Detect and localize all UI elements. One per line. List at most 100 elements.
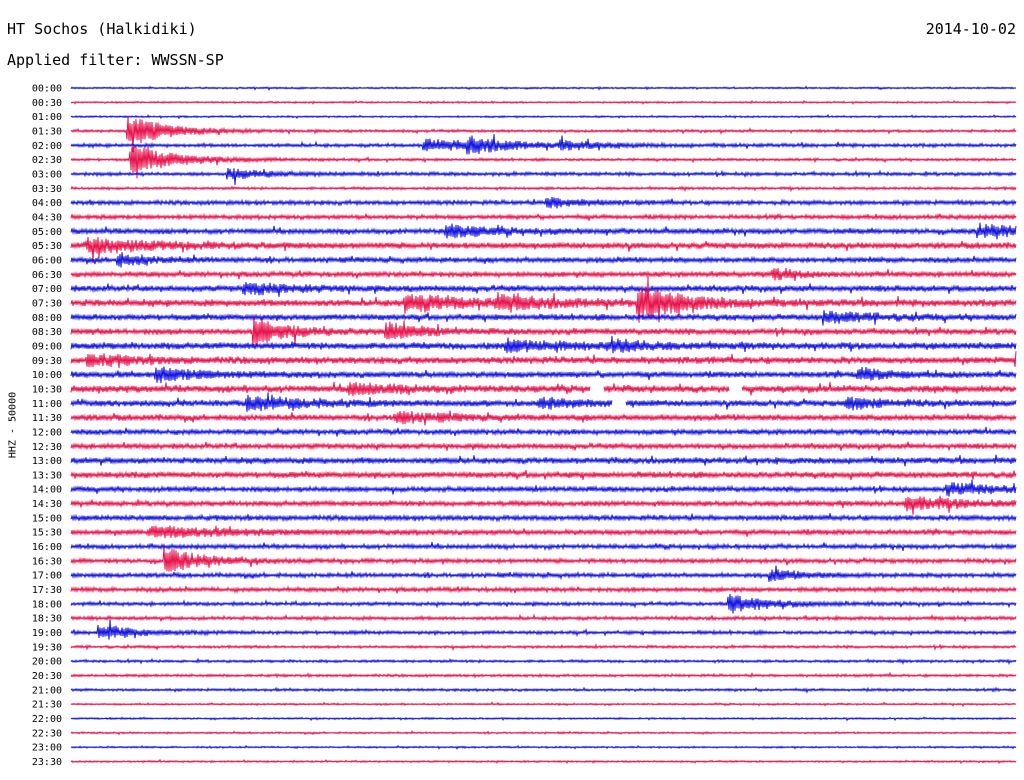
row-time-label: 00:00 bbox=[32, 84, 62, 95]
row-time-label: 05:00 bbox=[32, 227, 62, 238]
trace-row-0630 bbox=[70, 268, 1017, 281]
row-time-label: 20:00 bbox=[32, 657, 62, 668]
row-time-label: 15:00 bbox=[32, 513, 62, 524]
trace-row-0900 bbox=[70, 336, 1017, 354]
row-time-label: 00:30 bbox=[32, 98, 62, 109]
trace-row-1200 bbox=[70, 426, 1017, 437]
trace-row-2200 bbox=[70, 716, 1017, 722]
trace-row-0430 bbox=[70, 212, 1017, 222]
row-time-label: 18:30 bbox=[32, 614, 62, 625]
row-time-label: 10:30 bbox=[32, 384, 62, 395]
row-time-label: 03:00 bbox=[32, 169, 62, 180]
trace-row-1430 bbox=[70, 495, 1017, 515]
trace-row-1230 bbox=[70, 441, 1017, 451]
row-time-label: 08:30 bbox=[32, 327, 62, 338]
row-time-label: 20:30 bbox=[32, 671, 62, 682]
trace-row-0700 bbox=[70, 281, 1017, 297]
row-time-label: 23:00 bbox=[32, 743, 62, 754]
row-time-label: 12:30 bbox=[32, 442, 62, 453]
row-time-label: 10:00 bbox=[32, 370, 62, 381]
trace-row-1030 bbox=[70, 381, 1017, 397]
row-time-label: 21:00 bbox=[32, 685, 62, 696]
trace-row-2330 bbox=[70, 758, 1017, 765]
trace-row-1930 bbox=[70, 643, 1017, 652]
trace-row-0600 bbox=[70, 251, 1017, 268]
row-time-label: 06:00 bbox=[32, 255, 62, 266]
trace-row-2000 bbox=[70, 657, 1017, 666]
row-time-label: 07:30 bbox=[32, 298, 62, 309]
row-time-label: 11:30 bbox=[32, 413, 62, 424]
row-time-label: 05:30 bbox=[32, 241, 62, 252]
row-time-label: 01:00 bbox=[32, 112, 62, 123]
filter-label: Applied filter: WWSSN-SP bbox=[7, 51, 224, 69]
trace-row-0830 bbox=[70, 317, 1017, 347]
row-time-label: 04:30 bbox=[32, 212, 62, 223]
trace-row-1400 bbox=[70, 479, 1017, 497]
trace-row-0730 bbox=[70, 276, 1017, 323]
row-time-label: 14:30 bbox=[32, 499, 62, 510]
row-time-label: 14:00 bbox=[32, 485, 62, 496]
row-time-label: 02:00 bbox=[32, 141, 62, 152]
row-time-label: 22:30 bbox=[32, 728, 62, 739]
trace-row-1700 bbox=[70, 565, 1017, 582]
row-time-label: 13:30 bbox=[32, 470, 62, 481]
trace-row-0530 bbox=[70, 236, 1017, 262]
row-time-label: 19:00 bbox=[32, 628, 62, 639]
trace-row-1830 bbox=[70, 613, 1017, 622]
row-time-label: 22:00 bbox=[32, 714, 62, 725]
trace-row-2230 bbox=[70, 730, 1017, 736]
trace-row-1500 bbox=[70, 513, 1017, 523]
row-time-label: 07:00 bbox=[32, 284, 62, 295]
trace-row-1100 bbox=[70, 392, 1017, 412]
trace-row-0130 bbox=[70, 116, 1017, 153]
row-time-label: 17:30 bbox=[32, 585, 62, 596]
trace-row-1000 bbox=[70, 366, 1017, 384]
row-time-label: 02:30 bbox=[32, 155, 62, 166]
trace-row-0100 bbox=[70, 113, 1017, 120]
row-time-label: 23:30 bbox=[32, 757, 62, 768]
trace-row-1130 bbox=[70, 410, 1017, 426]
trace-row-0300 bbox=[70, 168, 1017, 186]
trace-row-0000 bbox=[70, 85, 1017, 91]
trace-row-0400 bbox=[70, 196, 1017, 209]
row-time-label: 09:30 bbox=[32, 356, 62, 367]
row-time-label: 09:00 bbox=[32, 341, 62, 352]
trace-row-2030 bbox=[70, 671, 1017, 679]
date-label: 2014-10-02 bbox=[925, 20, 1016, 38]
row-time-label: 12:00 bbox=[32, 427, 62, 438]
trace-row-2130 bbox=[70, 701, 1017, 708]
trace-row-2300 bbox=[70, 744, 1017, 750]
row-time-label: 11:00 bbox=[32, 399, 62, 410]
trace-row-1330 bbox=[70, 470, 1017, 480]
trace-row-0030 bbox=[70, 99, 1017, 106]
trace-row-1800 bbox=[70, 593, 1017, 614]
row-time-label: 18:00 bbox=[32, 599, 62, 610]
row-time-label: 17:00 bbox=[32, 571, 62, 582]
row-time-label: 06:30 bbox=[32, 270, 62, 281]
trace-row-0330 bbox=[70, 185, 1017, 193]
row-time-label: 01:30 bbox=[32, 126, 62, 137]
trace-row-1600 bbox=[70, 541, 1017, 552]
trace-row-1300 bbox=[70, 454, 1017, 467]
row-time-label: 16:30 bbox=[32, 556, 62, 567]
row-time-label: 04:00 bbox=[32, 198, 62, 209]
trace-row-0230 bbox=[70, 146, 1017, 179]
row-time-label: 08:00 bbox=[32, 313, 62, 324]
trace-row-1730 bbox=[70, 585, 1017, 594]
row-time-label: 16:00 bbox=[32, 542, 62, 553]
trace-row-1900 bbox=[70, 619, 1017, 640]
row-time-label: 21:30 bbox=[32, 700, 62, 711]
row-time-label: 03:30 bbox=[32, 184, 62, 195]
trace-row-0500 bbox=[70, 222, 1017, 240]
trace-row-0200 bbox=[70, 134, 1017, 155]
row-time-label: 13:00 bbox=[32, 456, 62, 467]
trace-row-2100 bbox=[70, 686, 1017, 694]
row-time-label: 15:30 bbox=[32, 528, 62, 539]
trace-row-1530 bbox=[70, 525, 1017, 539]
station-title: HT Sochos (Halkidiki) bbox=[7, 20, 197, 38]
trace-row-1630 bbox=[70, 547, 1017, 572]
trace-row-0930 bbox=[70, 351, 1017, 369]
row-time-label: 19:30 bbox=[32, 642, 62, 653]
trace-row-0800 bbox=[70, 310, 1017, 326]
